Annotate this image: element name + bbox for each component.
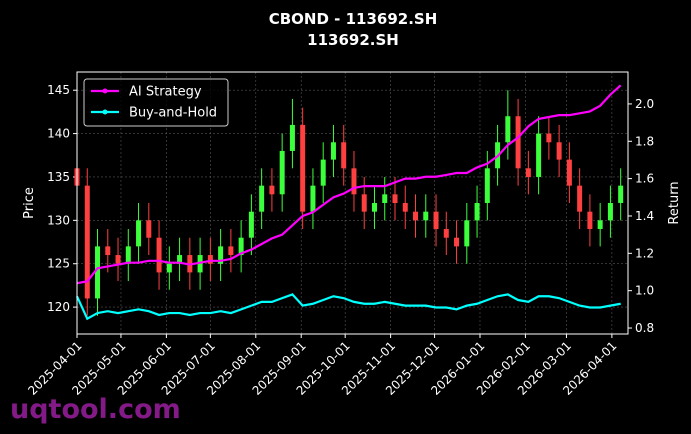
candle-body [238, 237, 244, 256]
candle-body [341, 142, 347, 169]
chart-subtitle: 113692.SH [307, 31, 399, 49]
candle-body [443, 229, 449, 238]
y-tick-label: 120 [47, 300, 70, 314]
candle-body [269, 185, 275, 195]
candle-body [279, 150, 285, 195]
candle-body [464, 220, 470, 247]
legend-marker [102, 88, 108, 94]
y-tick-label: 130 [47, 213, 70, 227]
candle-body [146, 220, 152, 238]
candle-body [515, 116, 521, 169]
candle-body [607, 203, 613, 221]
candle-body [136, 220, 142, 247]
y2-tick-label: 1.6 [635, 172, 654, 186]
candle-body [587, 211, 593, 230]
candle-body [95, 246, 101, 299]
chart-title: CBOND - 113692.SH [269, 10, 438, 28]
y-tick-label: 140 [47, 127, 70, 141]
y2-tick-label: 0.8 [635, 321, 654, 335]
candle-body [402, 203, 408, 212]
candle-body [330, 142, 336, 160]
candle-body [156, 237, 162, 273]
candle-body [505, 116, 511, 143]
candle-body [320, 159, 326, 186]
candle-body [423, 211, 429, 221]
candle-body [433, 211, 439, 230]
candle-body [413, 211, 419, 221]
candle-body [382, 194, 388, 203]
legend-box [83, 78, 229, 127]
candle-body [536, 133, 542, 177]
candle-body [84, 185, 90, 299]
candle-body [125, 246, 131, 264]
candle-body [228, 246, 234, 256]
y2-tick-label: 1.4 [635, 209, 654, 223]
candle-body [248, 211, 254, 238]
candle-body [474, 203, 480, 221]
candle-body [300, 124, 306, 212]
legend-label: Buy-and-Hold [129, 106, 217, 121]
return-line [76, 84, 622, 285]
candle-body [289, 124, 295, 151]
candle-body [105, 246, 111, 256]
candle-body [392, 194, 398, 203]
candle-body [371, 203, 377, 212]
candle-body [597, 220, 603, 230]
candle-body [310, 185, 316, 212]
candle-body [566, 159, 572, 186]
candle-body [484, 168, 490, 203]
candle-body [546, 133, 552, 143]
candle-body [177, 255, 183, 264]
legend-label: AI Strategy [129, 85, 202, 100]
y-axis-label: Price [22, 187, 37, 219]
y2-tick-label: 2.0 [635, 97, 654, 111]
legend-marker [102, 109, 108, 115]
candle-body [361, 194, 367, 212]
candle-body [115, 255, 121, 264]
y2-tick-label: 1.0 [635, 284, 654, 298]
y2-tick-label: 1.8 [635, 134, 654, 148]
candle-body [207, 255, 213, 264]
candle-body [351, 168, 357, 195]
candle-body [525, 168, 531, 177]
candle-body [556, 142, 562, 160]
y2-tick-label: 1.2 [635, 246, 654, 260]
y-tick-label: 145 [47, 83, 70, 97]
y-tick-label: 135 [47, 170, 70, 184]
y-tick-label: 125 [47, 257, 70, 271]
candle-body [166, 263, 172, 273]
candle-body [618, 185, 624, 203]
candle-body [218, 246, 224, 264]
y2-axis-label: Return [667, 181, 682, 224]
candle-body [577, 185, 583, 212]
candle-body [454, 237, 460, 247]
return-line [75, 293, 621, 321]
plot-frame [76, 71, 629, 335]
watermark: uqtool.com [10, 394, 181, 425]
candle-body [259, 185, 265, 212]
